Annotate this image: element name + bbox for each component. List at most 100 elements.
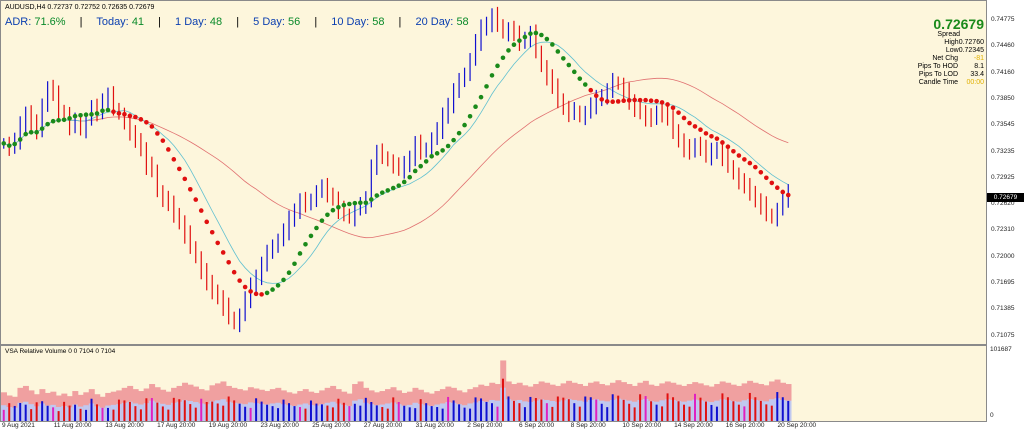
trend-indicator-dot <box>626 98 632 103</box>
trend-indicator-dot <box>753 164 758 170</box>
ten-day-label: 10 Day: <box>331 16 370 28</box>
trend-indicator-dot <box>111 109 116 115</box>
trend-indicator-dot <box>28 129 34 135</box>
trend-indicator-dot <box>242 284 248 290</box>
price-tick-label: 0.73545 <box>991 121 1015 129</box>
price-info-panel: 0.72679 Spread High0.72760 Low0.72345 Ne… <box>918 17 984 87</box>
trend-indicator-dot <box>555 49 561 54</box>
trend-indicator-dot <box>676 110 681 115</box>
trend-indicator-dot <box>506 48 511 53</box>
info-row-candle-time: Candle Time 00:00 <box>918 79 984 86</box>
trend-indicator-dot <box>67 116 72 121</box>
time-tick-label: 13 Aug 20:00 <box>105 422 144 429</box>
trend-indicator-dot <box>582 82 588 87</box>
trend-indicator-dot <box>220 250 226 255</box>
adr-indicator-panel: ADR: 71.6% | Today: 41 | 1 Day: 48 | 5 D… <box>5 16 469 28</box>
trend-indicator-dot <box>692 124 698 129</box>
info-row-net-change: Net Chg -81 <box>932 55 984 62</box>
trend-indicator-dot <box>522 34 528 40</box>
trend-indicator-dot <box>122 111 127 117</box>
trend-indicator-dot <box>539 32 544 38</box>
trend-indicator-dot <box>182 176 188 182</box>
trend-indicator-dot <box>407 174 413 180</box>
trend-indicator-dot <box>149 124 155 129</box>
trend-indicator-dot <box>314 225 319 231</box>
slow-moving-average-line <box>3 77 789 239</box>
trend-indicator-dot <box>478 94 484 100</box>
volume-axis[interactable]: 101687 0 <box>987 345 1024 422</box>
trend-indicator-dot <box>577 76 583 81</box>
time-tick-label: 14 Sep 20:00 <box>674 422 713 429</box>
trend-indicator-dot <box>50 118 56 124</box>
trend-indicator-dot <box>774 185 780 190</box>
trend-indicator-dot <box>72 113 78 119</box>
trend-indicator-dot <box>100 108 105 114</box>
volume-indicator-title: VSA Relative Volume 0 0 7104 0 7104 <box>5 348 116 355</box>
trend-indicator-dot <box>659 100 665 105</box>
price-chart-canvas <box>1 6 791 333</box>
trend-indicator-dot <box>593 93 599 99</box>
info-row-pips-to-hod: Pips To HOD 8.1 <box>917 63 984 70</box>
trend-indicator-dot <box>423 159 429 164</box>
trend-indicator-dot <box>610 99 616 105</box>
trend-indicator-dot <box>187 187 193 192</box>
current-price: 0.72679 <box>933 16 984 32</box>
trend-indicator-dot <box>341 202 347 208</box>
time-tick-label: 31 Aug 20:00 <box>415 422 454 429</box>
trend-indicator-dot <box>116 111 122 116</box>
trend-indicator-dot <box>358 200 363 206</box>
trend-indicator-dot <box>352 200 358 206</box>
trend-indicator-dot <box>412 168 418 174</box>
trend-indicator-dot <box>275 283 281 288</box>
trend-indicator-dot <box>703 131 709 136</box>
trend-indicator-dot <box>736 153 742 158</box>
trend-indicator-dot <box>390 185 396 191</box>
trend-indicator-dot <box>330 207 336 213</box>
time-axis[interactable]: 9 Aug 2021 11 Aug 20:00 13 Aug 20:00 17 Aug… <box>0 422 987 431</box>
trend-indicator-dot <box>215 240 221 246</box>
trend-indicator-dot <box>687 120 692 126</box>
time-tick-label: 25 Aug 20:00 <box>312 422 351 429</box>
trend-indicator-dot <box>418 163 423 169</box>
twenty-day-value: 58 <box>456 16 469 28</box>
price-axis[interactable]: 0.74775 0.74460 0.74160 0.73850 0.73545 0.732… <box>987 0 1024 345</box>
trend-indicator-dot <box>303 241 308 247</box>
trend-indicator-dot <box>369 197 374 202</box>
trend-indicator-dot <box>385 188 391 193</box>
volume-indicator-pane[interactable]: VSA Relative Volume 0 0 7104 0 7104 <box>0 345 987 422</box>
time-tick-label: 10 Sep 20:00 <box>622 422 662 429</box>
trend-indicator-dot <box>643 97 648 103</box>
trend-indicator-dot <box>769 180 775 186</box>
trend-indicator-dot <box>401 179 407 185</box>
time-tick-label: 8 Sep 20:00 <box>570 422 606 429</box>
trend-indicator-dot <box>237 278 242 283</box>
trend-indicator-dot <box>648 98 654 104</box>
separator: | <box>79 16 83 28</box>
trend-indicator-dot <box>429 153 434 159</box>
trend-indicator-dot <box>632 97 637 103</box>
trend-indicator-dot <box>495 63 500 69</box>
trend-indicator-dot <box>39 126 45 131</box>
time-tick-label: 20 Sep 20:00 <box>777 422 817 429</box>
trend-indicator-dot <box>1 141 7 146</box>
price-chart-pane[interactable]: AUDUSD,H4 0.72737 0.72752 0.72635 0.7267… <box>0 0 987 345</box>
today-value: 41 <box>131 16 145 28</box>
trend-indicator-dot <box>747 160 753 166</box>
trend-indicator-dot <box>138 117 144 122</box>
trend-indicator-dot <box>204 219 210 225</box>
trend-indicator-dot <box>379 190 385 195</box>
time-tick-label: 2 Sep 20:00 <box>467 422 503 429</box>
trend-indicator-dot <box>599 97 605 102</box>
trend-indicator-dot <box>105 107 111 113</box>
trend-indicator-dot <box>742 157 747 162</box>
price-tick-label: 0.72000 <box>991 252 1015 260</box>
trend-indicator-dot <box>308 233 314 239</box>
trend-indicator-dot <box>270 287 275 292</box>
time-tick-label: 19 Aug 20:00 <box>208 422 248 429</box>
trend-indicator-dot <box>281 277 286 283</box>
trend-indicator-dot <box>363 200 369 206</box>
adr-value: 71.6% <box>34 16 66 28</box>
info-row-spread: Spread <box>937 31 960 38</box>
trend-indicator-dot <box>473 104 478 110</box>
